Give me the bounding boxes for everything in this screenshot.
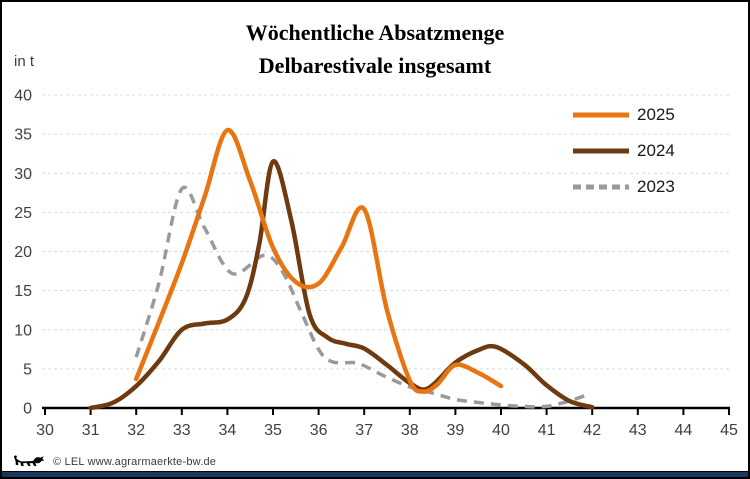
footer: © LEL www.agrarmaerkte-bw.de <box>12 454 216 469</box>
svg-text:40: 40 <box>492 422 510 439</box>
legend: 2025 2024 2023 <box>572 104 675 198</box>
legend-line-2025-icon <box>573 112 629 118</box>
y-axis-unit-label: in t <box>14 53 35 70</box>
legend-item-2024: 2024 <box>572 140 675 162</box>
copyright-text: © LEL www.agrarmaerkte-bw.de <box>53 455 217 468</box>
svg-text:44: 44 <box>675 422 693 439</box>
bottom-accent-bar <box>2 471 748 477</box>
chart-title-line2: Delbarestivale insgesamt <box>258 53 492 78</box>
svg-text:40: 40 <box>14 88 32 105</box>
svg-text:35: 35 <box>14 127 32 144</box>
svg-text:0: 0 <box>23 401 32 418</box>
svg-text:30: 30 <box>36 422 54 439</box>
legend-label-2024: 2024 <box>637 141 675 160</box>
svg-text:15: 15 <box>14 283 32 300</box>
legend-item-2025: 2025 <box>572 104 675 126</box>
svg-text:31: 31 <box>82 422 100 439</box>
svg-text:41: 41 <box>538 422 556 439</box>
legend-line-2024-icon <box>573 148 629 154</box>
legend-item-2023: 2023 <box>572 176 675 198</box>
svg-text:30: 30 <box>14 166 32 183</box>
chart-title-line1: Wöchentliche Absatzmenge <box>245 20 505 45</box>
legend-label-2025: 2025 <box>637 105 675 124</box>
svg-text:39: 39 <box>447 422 465 439</box>
svg-text:32: 32 <box>127 422 145 439</box>
svg-text:20: 20 <box>14 244 32 261</box>
svg-text:43: 43 <box>629 422 647 439</box>
svg-text:37: 37 <box>355 422 373 439</box>
svg-text:38: 38 <box>401 422 419 439</box>
svg-text:25: 25 <box>14 205 32 222</box>
svg-text:36: 36 <box>310 422 328 439</box>
legend-line-2023-icon <box>573 184 629 190</box>
bw-lion-icon <box>13 455 45 467</box>
svg-text:35: 35 <box>264 422 282 439</box>
svg-text:42: 42 <box>583 422 601 439</box>
chart-title: Wöchentliche Absatzmenge Delbarestivale … <box>2 16 748 82</box>
svg-text:10: 10 <box>14 322 32 339</box>
svg-text:33: 33 <box>173 422 191 439</box>
legend-label-2023: 2023 <box>637 177 675 196</box>
svg-text:34: 34 <box>219 422 237 439</box>
svg-text:45: 45 <box>720 422 738 439</box>
svg-text:5: 5 <box>23 361 32 378</box>
